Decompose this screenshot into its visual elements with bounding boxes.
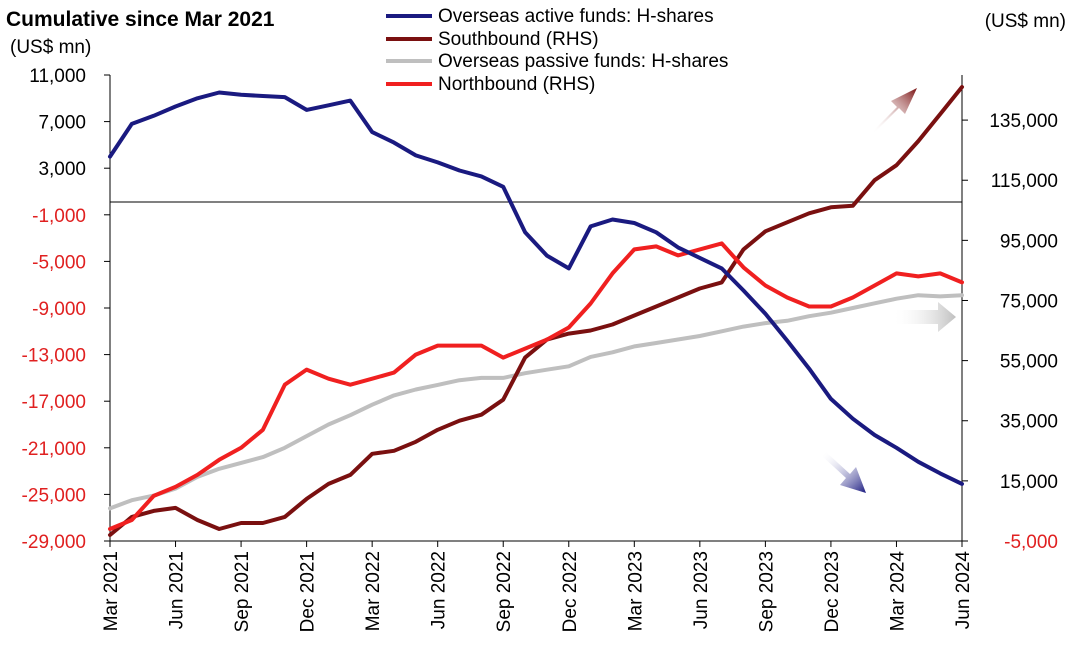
right-tick-label: 75,000 (1000, 291, 1058, 312)
right-axis-ticks: 135,000 115,000 95,000 75,000 55,000 35,000 15… (962, 111, 1058, 553)
legend-label-southbound: Southbound (RHS) (438, 29, 599, 50)
x-tick-label: Dec 2021 (298, 551, 319, 632)
passive-trend-arrow (892, 302, 956, 332)
right-tick-label: 95,000 (1000, 231, 1058, 252)
legend-label-active: Overseas active funds: H-shares (438, 6, 714, 27)
series-line-overseas-active-funds-h-shares (108, 90, 964, 486)
x-tick-label: Sep 2022 (494, 551, 515, 632)
x-tick-label: Sep 2023 (756, 551, 777, 632)
right-tick-label: 15,000 (1000, 472, 1058, 493)
x-tick-label: Sep 2021 (232, 551, 253, 632)
series-line-northbound-rhs (108, 241, 964, 531)
x-tick-label: Jun 2022 (429, 551, 450, 629)
x-tick-label: Dec 2023 (822, 551, 843, 632)
southbound-trend-arrow (872, 88, 917, 133)
left-tick-label: 7,000 (38, 113, 86, 134)
left-tick-label: -1,000 (32, 206, 86, 227)
x-axis-ticks: Mar 2021 Jun 2021 Sep 2021 Dec 2021 Mar 2022… (101, 541, 974, 632)
left-tick-label: -13,000 (22, 346, 86, 367)
chart-title: Cumulative since Mar 2021 (6, 8, 275, 31)
trend-arrows (822, 88, 956, 493)
right-tick-label: 35,000 (1000, 412, 1058, 433)
axes (109, 75, 963, 542)
legend: Overseas active funds: H-shares Southbou… (386, 6, 728, 95)
left-tick-label: -25,000 (22, 485, 86, 506)
x-tick-label: Mar 2023 (625, 551, 646, 631)
x-tick-label: Jun 2021 (167, 551, 188, 629)
active-trend-arrow (822, 452, 866, 493)
right-tick-label: 55,000 (1000, 352, 1058, 373)
x-tick-label: Jun 2023 (691, 551, 712, 629)
x-tick-label: Mar 2024 (887, 551, 908, 632)
left-tick-label: -17,000 (22, 392, 86, 413)
left-tick-label: 3,000 (38, 159, 86, 180)
legend-label-passive: Overseas passive funds: H-shares (438, 51, 728, 72)
series-line-southbound-rhs (108, 85, 964, 537)
left-tick-label: -21,000 (22, 439, 86, 460)
left-tick-label: -5,000 (32, 252, 86, 273)
right-tick-label: -5,000 (1004, 532, 1058, 553)
left-tick-label: -9,000 (32, 299, 86, 320)
left-axis-unit: (US$ mn) (10, 37, 91, 58)
x-tick-label: Mar 2021 (101, 551, 122, 631)
series-lines (108, 85, 964, 537)
left-axis-ticks: 11,000 7,000 3,000 -1,000 -5,000 -9,000 -13,00… (22, 66, 110, 553)
left-tick-label: 11,000 (29, 66, 86, 87)
right-tick-label: 135,000 (989, 111, 1058, 132)
legend-label-northbound: Northbound (RHS) (438, 74, 595, 95)
left-tick-label: -29,000 (22, 532, 86, 553)
series-line-overseas-passive-funds-h-shares (108, 293, 964, 511)
x-tick-label: Mar 2022 (363, 551, 384, 631)
x-tick-label: Jun 2024 (953, 551, 974, 630)
right-axis-unit: (US$ mn) (985, 11, 1066, 32)
x-tick-label: Dec 2022 (560, 551, 581, 632)
right-tick-label: 115,000 (991, 171, 1058, 192)
